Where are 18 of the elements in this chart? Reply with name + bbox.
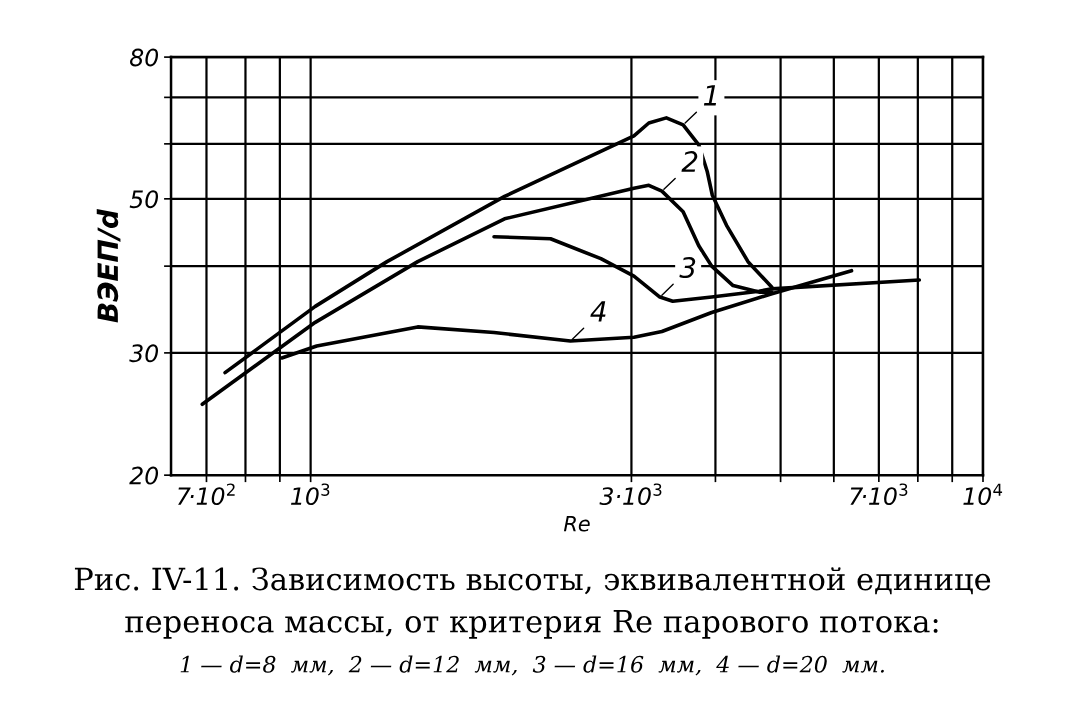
text: 1 — d=8 мм, 2 — d=12 мм, 3 — d=16 мм, 4 — d=20 мм.	[180, 655, 884, 676]
annotation: 1	[703, 85, 717, 106]
y-tick-label: 80	[129, 48, 159, 67]
x-tick-label: 7·10$^{3}$	[850, 483, 908, 506]
y-tick-label: 30	[129, 344, 159, 363]
x-tick-label: 10$^{4}$	[963, 483, 1003, 506]
x-tick-label: 3·10$^{3}$	[599, 483, 662, 506]
annotation: 2	[681, 151, 698, 172]
x-tick-label: 7·10$^{2}$	[178, 483, 235, 506]
annotation: 3	[679, 257, 696, 279]
y-tick-label: 50	[129, 190, 159, 209]
text: переноса массы, от критерия Re парового потока:	[125, 610, 938, 639]
annotation: 4	[590, 301, 606, 322]
y-tick-label: 20	[129, 466, 159, 485]
y-axis-title: ВЭЕП/d	[96, 209, 121, 323]
text: Рис. IV-11. Зависимость высоты, эквивалентной единице	[74, 567, 991, 595]
x-axis-title: Re	[563, 516, 590, 532]
x-tick-label: 10$^{3}$	[291, 483, 330, 506]
